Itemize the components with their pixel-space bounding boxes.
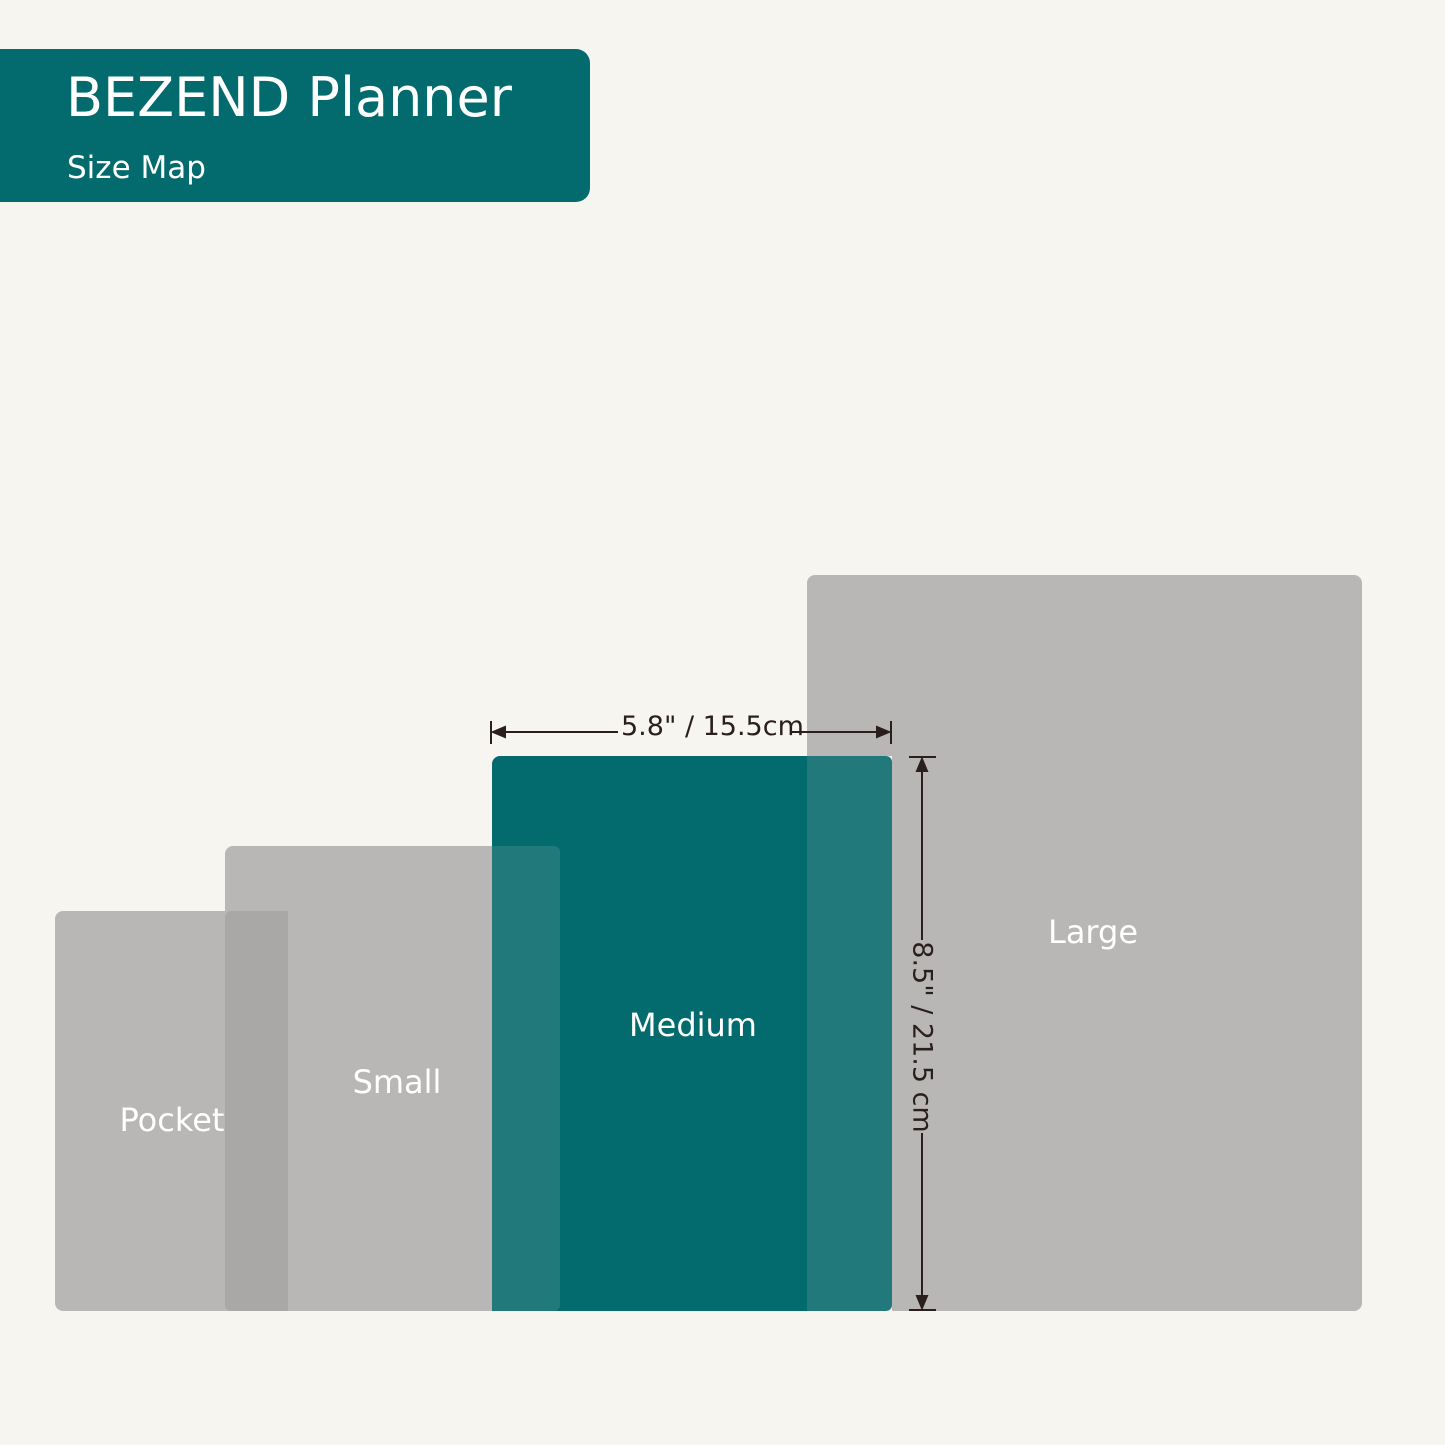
page-title: BEZEND Planner [66, 66, 512, 129]
height-dimension: 8.5" / 21.5 cm [906, 941, 938, 1133]
width-dimension: 5.8" / 15.5cm [621, 711, 804, 742]
arrow-left-icon [490, 725, 506, 739]
arrow-right-icon [876, 725, 892, 739]
arrow-down-icon [915, 1295, 929, 1311]
medium-label: Medium [629, 1006, 757, 1044]
large-size-rect [892, 575, 1362, 1311]
pocket-label: Pocket [119, 1101, 225, 1139]
small-label: Small [352, 1063, 442, 1101]
page-subtitle: Size Map [67, 150, 206, 186]
small-medium-overlap [492, 846, 560, 1311]
large-label: Large [1047, 913, 1139, 951]
header-banner [0, 49, 590, 202]
arrow-up-icon [915, 756, 929, 772]
medium-large-overlap [807, 756, 892, 1311]
pocket-small-overlap [225, 911, 288, 1311]
